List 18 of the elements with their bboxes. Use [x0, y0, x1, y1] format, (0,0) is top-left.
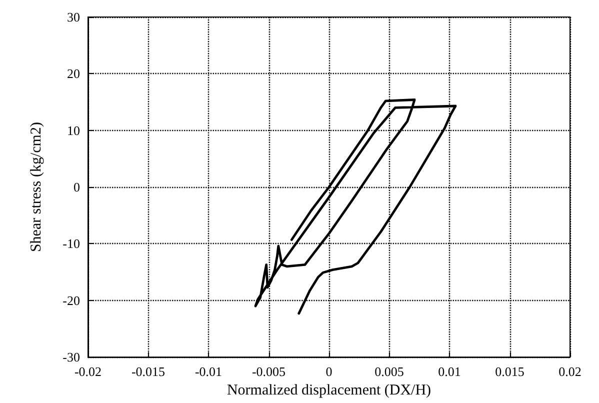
x-tick-label: 0.01 — [438, 364, 461, 380]
x-tick-label: -0.01 — [194, 364, 222, 380]
y-tick-label: -10 — [62, 236, 80, 252]
x-tick-label: -0.02 — [74, 364, 102, 380]
x-tick-label: 0.02 — [558, 364, 582, 380]
y-tick-label: 10 — [67, 122, 80, 138]
x-tick-label: 0.005 — [374, 364, 404, 380]
x-tick-label: 0.015 — [495, 364, 524, 380]
x-tick-label: -0.015 — [131, 364, 166, 380]
y-tick-label: 20 — [67, 66, 80, 82]
y-axis-title: Shear stress (kg/cm2) — [28, 122, 44, 252]
x-tick-label: 0 — [326, 364, 332, 380]
y-tick-label: 30 — [67, 10, 80, 24]
y-tick-label: -20 — [62, 292, 80, 308]
x-axis-title: Normalized displacement (DX/H) — [226, 382, 432, 398]
y-tick-label: 0 — [74, 180, 80, 195]
x-tick-label: -0.005 — [252, 364, 286, 380]
y-tick-label: -30 — [62, 350, 80, 365]
